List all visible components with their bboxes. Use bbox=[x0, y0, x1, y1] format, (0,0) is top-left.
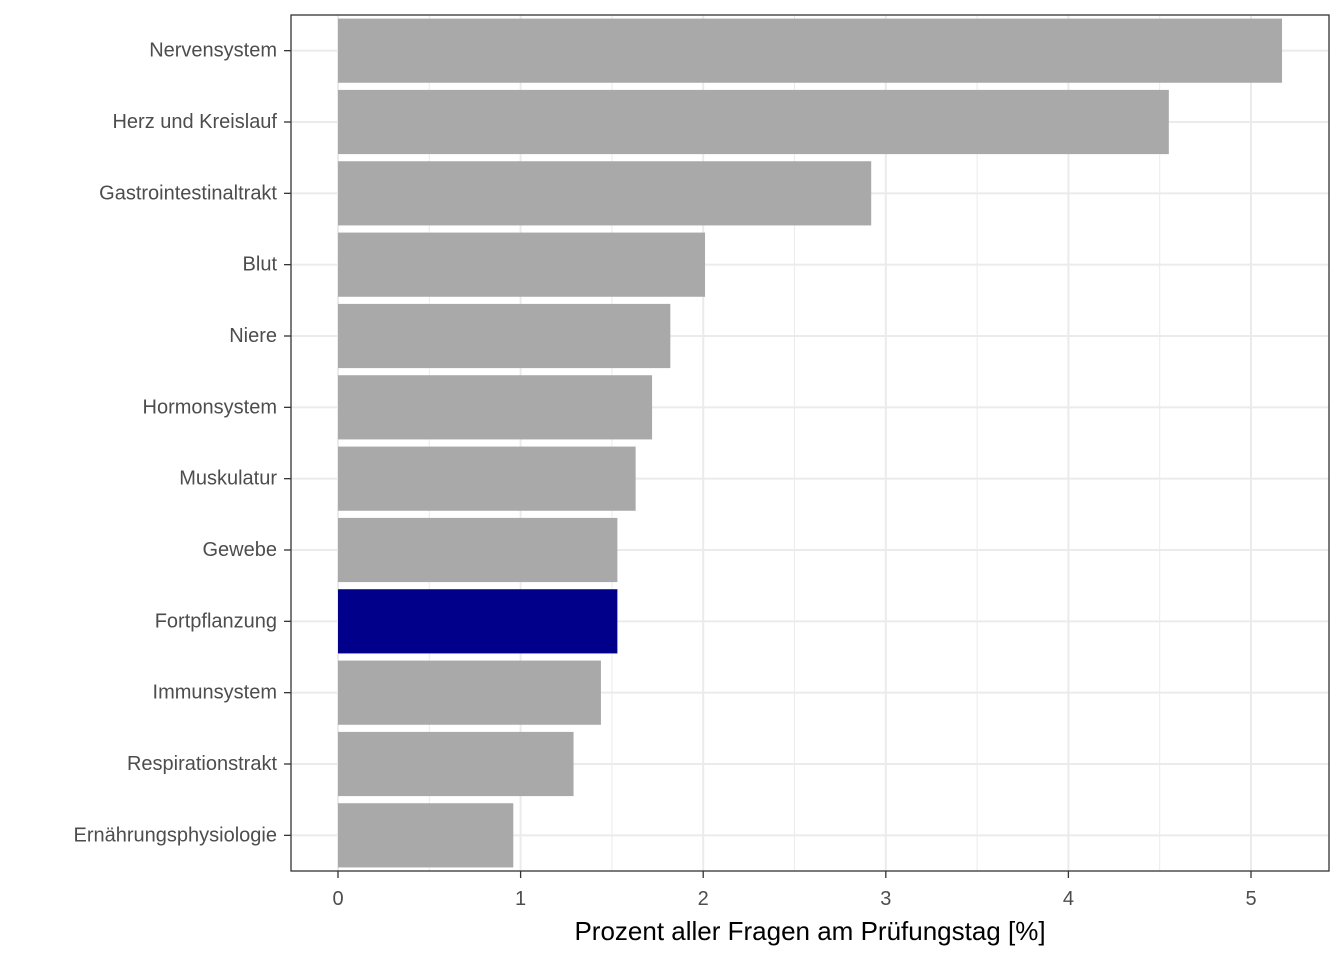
y-tick-label: Respirationstrakt bbox=[127, 753, 278, 775]
bar bbox=[338, 89, 1169, 155]
y-tick-label: Niere bbox=[229, 325, 277, 347]
bar bbox=[338, 18, 1283, 83]
y-tick-label: Blut bbox=[243, 254, 278, 276]
bar bbox=[338, 375, 653, 440]
bar bbox=[338, 589, 618, 654]
bar bbox=[338, 303, 671, 369]
grid-lines bbox=[291, 15, 1329, 871]
y-tick-label: Fortpflanzung bbox=[155, 610, 277, 632]
bar bbox=[338, 517, 618, 583]
x-tick-label: 1 bbox=[515, 888, 526, 910]
x-tick-label: 2 bbox=[698, 888, 709, 910]
y-tick-label: Immunsystem bbox=[153, 682, 277, 704]
bar bbox=[338, 731, 574, 797]
bar bbox=[338, 446, 636, 511]
y-tick-label: Herz und Kreislauf bbox=[112, 111, 277, 133]
bars bbox=[338, 18, 1283, 868]
x-tick-label: 4 bbox=[1063, 888, 1074, 910]
x-axis: 0 1 2 3 4 5 bbox=[332, 871, 1257, 910]
y-tick-label: Ernährungsphysiologie bbox=[74, 824, 277, 846]
x-axis-title: Prozent aller Fragen am Prüfungstag [%] bbox=[574, 916, 1045, 946]
y-tick-label: Gewebe bbox=[203, 539, 278, 561]
bar bbox=[338, 161, 872, 226]
y-tick-label: Muskulatur bbox=[179, 468, 277, 490]
panel-border bbox=[290, 14, 1330, 872]
y-tick-label: Hormonsystem bbox=[143, 396, 277, 418]
y-tick-label: Nervensystem bbox=[149, 40, 277, 62]
y-tick-label: Gastrointestinaltrakt bbox=[99, 182, 277, 204]
bar bbox=[338, 232, 706, 297]
bar bbox=[338, 660, 601, 725]
x-tick-label: 3 bbox=[880, 888, 891, 910]
bar bbox=[338, 803, 514, 868]
x-tick-label: 5 bbox=[1245, 888, 1256, 910]
y-axis: Nervensystem Herz und Kreislauf Gastrointe… bbox=[74, 40, 291, 846]
x-tick-label: 0 bbox=[332, 888, 343, 910]
